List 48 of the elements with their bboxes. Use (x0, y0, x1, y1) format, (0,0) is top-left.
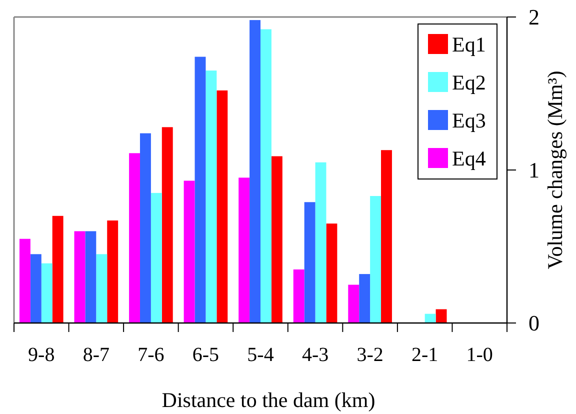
bar (260, 29, 272, 323)
bar (238, 178, 250, 323)
bar (315, 162, 326, 323)
bar (424, 314, 436, 323)
y-tick-label: 2 (528, 4, 540, 30)
bar (74, 231, 86, 323)
bar (129, 153, 140, 323)
bar (436, 309, 447, 323)
bar (370, 196, 382, 323)
x-tick-label: 1-0 (466, 344, 493, 366)
bar (85, 231, 96, 323)
bar (359, 274, 370, 323)
y-tick-label: 0 (528, 310, 540, 336)
bar (216, 90, 228, 323)
bar (293, 269, 304, 323)
x-tick-label: 8-7 (82, 344, 110, 366)
y-tick-label: 1 (528, 158, 540, 183)
bar (96, 254, 108, 323)
legend-label: Eq3 (452, 108, 486, 132)
bar (41, 263, 52, 323)
bar (52, 216, 64, 323)
x-tick-label: 6-5 (192, 344, 220, 366)
bar (206, 70, 217, 323)
bar (381, 150, 392, 323)
x-tick-label: 2-1 (411, 344, 438, 366)
x-tick-label: 9-8 (28, 344, 55, 366)
bar (271, 156, 282, 323)
legend-label: Eq2 (452, 70, 486, 94)
bar (304, 202, 316, 323)
x-tick-label: 3-2 (356, 344, 384, 366)
x-tick-label: 7-6 (138, 344, 164, 366)
x-tick-label: 4-3 (302, 344, 329, 366)
y-axis-title: Volume changes (Mm³) (543, 70, 567, 270)
bar (184, 180, 195, 323)
bar (19, 238, 30, 323)
bar (150, 192, 162, 323)
legend-label: Eq1 (452, 32, 486, 56)
bar (250, 20, 260, 323)
x-axis-title: Distance to the dam (km) (162, 388, 376, 412)
bar (140, 133, 151, 323)
x-tick-label: 5-4 (247, 344, 274, 366)
bar (348, 284, 360, 323)
bar (162, 127, 173, 323)
bar (326, 224, 338, 323)
bar (107, 220, 118, 323)
bar (194, 56, 206, 323)
legend-label: Eq4 (452, 146, 486, 170)
bar (30, 254, 42, 323)
